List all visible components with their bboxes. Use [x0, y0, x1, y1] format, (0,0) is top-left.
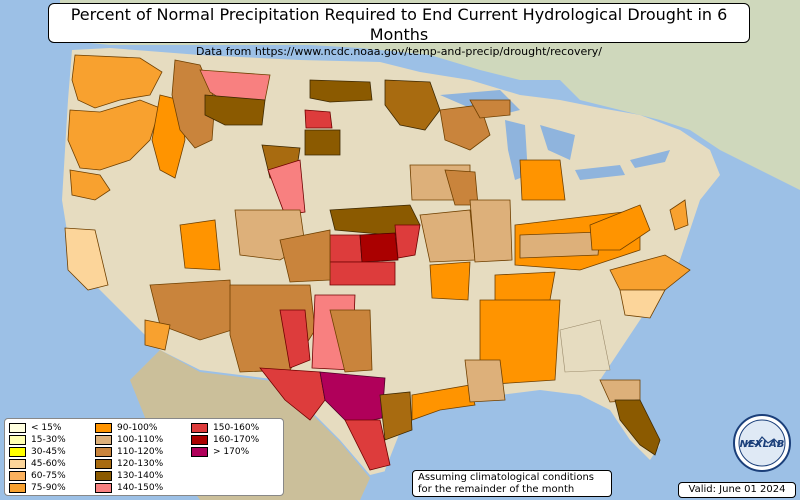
legend-swatch: [9, 483, 26, 493]
region-ozarks: [429, 261, 471, 301]
region-sd-west: [304, 109, 333, 129]
legend-label: 130-140%: [117, 471, 164, 481]
region-new-england: [669, 199, 689, 231]
legend-label: 15-30%: [31, 435, 66, 445]
legend: < 15% 15-30% 30-45% 45-60% 60-75% 75-90% 90-10…: [4, 418, 284, 496]
legend-swatch: [9, 423, 26, 433]
region-pacific-northwest-coast: [69, 169, 111, 201]
legend-label: 45-60%: [31, 459, 66, 469]
legend-item: 110-120%: [95, 446, 191, 458]
region-arizona: [149, 279, 233, 341]
region-texas-south: [344, 419, 391, 471]
legend-item: 90-100%: [95, 422, 191, 434]
region-nm-east: [279, 309, 311, 369]
region-minnesota: [384, 79, 441, 131]
note-box: Assuming climatological conditions for t…: [412, 470, 612, 497]
region-wyoming-east: [267, 159, 306, 216]
legend-item: 140-150%: [95, 482, 191, 494]
region-kansas-north: [329, 234, 363, 263]
map-subtitle: Data from https://www.ncdc.noaa.gov/temp…: [196, 45, 602, 58]
legend-label: 75-90%: [31, 483, 66, 493]
legend-item: > 170%: [191, 446, 281, 458]
legend-swatch: [95, 423, 112, 433]
region-oklahoma-east: [329, 309, 373, 373]
region-georgia: [559, 319, 611, 373]
region-nevada-west: [64, 227, 109, 291]
region-missouri: [419, 209, 476, 263]
legend-label: > 170%: [213, 447, 250, 457]
region-indiana: [519, 159, 566, 201]
legend-label: 150-160%: [213, 423, 260, 433]
region-sd-southwest: [304, 129, 341, 156]
legend-item: 15-30%: [9, 434, 95, 446]
legend-item: 30-45%: [9, 446, 95, 458]
region-carolinas: [609, 254, 691, 291]
legend-label: < 15%: [31, 423, 62, 433]
legend-label: 90-100%: [117, 423, 158, 433]
legend-item: 75-90%: [9, 482, 95, 494]
note-line-1: Assuming climatological conditions: [418, 472, 594, 483]
region-texas-east: [379, 391, 413, 441]
region-kansas-south: [329, 261, 396, 286]
legend-label: 30-45%: [31, 447, 66, 457]
region-virginia: [589, 204, 651, 251]
canada-landmass: [60, 0, 800, 190]
legend-item: 100-110%: [95, 434, 191, 446]
legend-item: 160-170%: [191, 434, 281, 446]
legend-item: 130-140%: [95, 470, 191, 482]
region-florida-peninsula: [614, 399, 661, 456]
region-arizona-south: [144, 319, 171, 351]
region-utah: [179, 219, 221, 271]
logo-text: NEXLAB: [740, 439, 785, 450]
legend-swatch: [95, 459, 112, 469]
region-michigan-up: [469, 99, 511, 119]
region-oregon: [67, 99, 161, 171]
legend-swatch: [191, 447, 208, 457]
region-montana-central: [204, 94, 266, 126]
region-carolinas-south: [619, 289, 666, 319]
region-tennessee: [494, 271, 556, 303]
region-kentucky: [519, 231, 601, 259]
legend-item: 150-160%: [191, 422, 281, 434]
legend-swatch: [9, 447, 26, 457]
title-box: Percent of Normal Precipitation Required…: [48, 3, 750, 58]
legend-swatch: [9, 459, 26, 469]
legend-label: 100-110%: [117, 435, 164, 445]
region-illinois: [469, 199, 513, 263]
region-gulf-coast: [411, 384, 476, 421]
legend-swatch: [95, 447, 112, 457]
legend-label: 140-150%: [117, 483, 164, 493]
legend-label: 160-170%: [213, 435, 260, 445]
legend-item: 120-130%: [95, 458, 191, 470]
region-kansas-east: [394, 224, 421, 259]
region-north-dakota: [309, 79, 373, 103]
region-louisiana: [464, 359, 506, 403]
region-colorado-east: [279, 229, 331, 283]
region-kansas-core: [359, 232, 399, 263]
legend-swatch: [95, 471, 112, 481]
region-washington: [71, 54, 163, 109]
legend-swatch: [9, 435, 26, 445]
note-line-2: for the remainder of the month: [418, 484, 575, 495]
legend-label: 110-120%: [117, 447, 164, 457]
legend-swatch: [95, 483, 112, 493]
legend-swatch: [191, 435, 208, 445]
legend-item: < 15%: [9, 422, 95, 434]
region-west-texas: [259, 367, 326, 421]
legend-label: 60-75%: [31, 471, 66, 481]
legend-swatch: [191, 423, 208, 433]
legend-label: 120-130%: [117, 459, 164, 469]
legend-item: 45-60%: [9, 458, 95, 470]
valid-date: Valid: June 01 2024: [678, 482, 796, 498]
legend-swatch: [95, 435, 112, 445]
legend-swatch: [9, 471, 26, 481]
legend-item: 60-75%: [9, 470, 95, 482]
nexlab-logo-icon: NEXLAB: [733, 414, 791, 472]
map-title: Percent of Normal Precipitation Required…: [70, 5, 728, 44]
